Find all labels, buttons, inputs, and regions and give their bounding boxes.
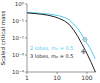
x-tick-label: 10 <box>53 74 61 81</box>
y-tick <box>25 21 27 22</box>
highlight-marker <box>82 49 86 53</box>
y-tick <box>25 55 27 56</box>
y-tick-label: 10⁻² <box>12 35 24 41</box>
curve-label: 3 lobes, m₂ = 0.5 <box>30 53 73 59</box>
marker-circle <box>82 50 86 54</box>
highlight-marker <box>83 37 87 41</box>
y-tick <box>25 38 27 39</box>
marker-cross <box>84 37 85 41</box>
y-tick-label: 10⁰ <box>15 1 25 7</box>
y-tick <box>25 4 27 5</box>
x-tick-label: 1 <box>25 74 29 81</box>
series-line <box>27 13 95 72</box>
plot-area <box>27 12 95 72</box>
y-tick-label: 10⁻¹ <box>12 18 24 24</box>
marker-circle <box>83 37 87 41</box>
y-tick <box>25 72 27 73</box>
curve-label: 2 lobes, m₂ = 0.5 <box>30 45 73 51</box>
marker-cross <box>83 49 84 53</box>
y-axis-label: Scaled critical mass <box>0 11 6 66</box>
y-tick-label: 10⁻⁴ <box>12 69 25 75</box>
y-tick-label: 10⁻³ <box>12 52 24 58</box>
x-axis-line <box>27 72 96 73</box>
chart: 1 10 100 10⁻⁴ 10⁻³ 10⁻² 10⁻¹ 10⁰ Scaled critical… <box>0 0 100 83</box>
x-tick-label: 100 <box>81 74 93 81</box>
